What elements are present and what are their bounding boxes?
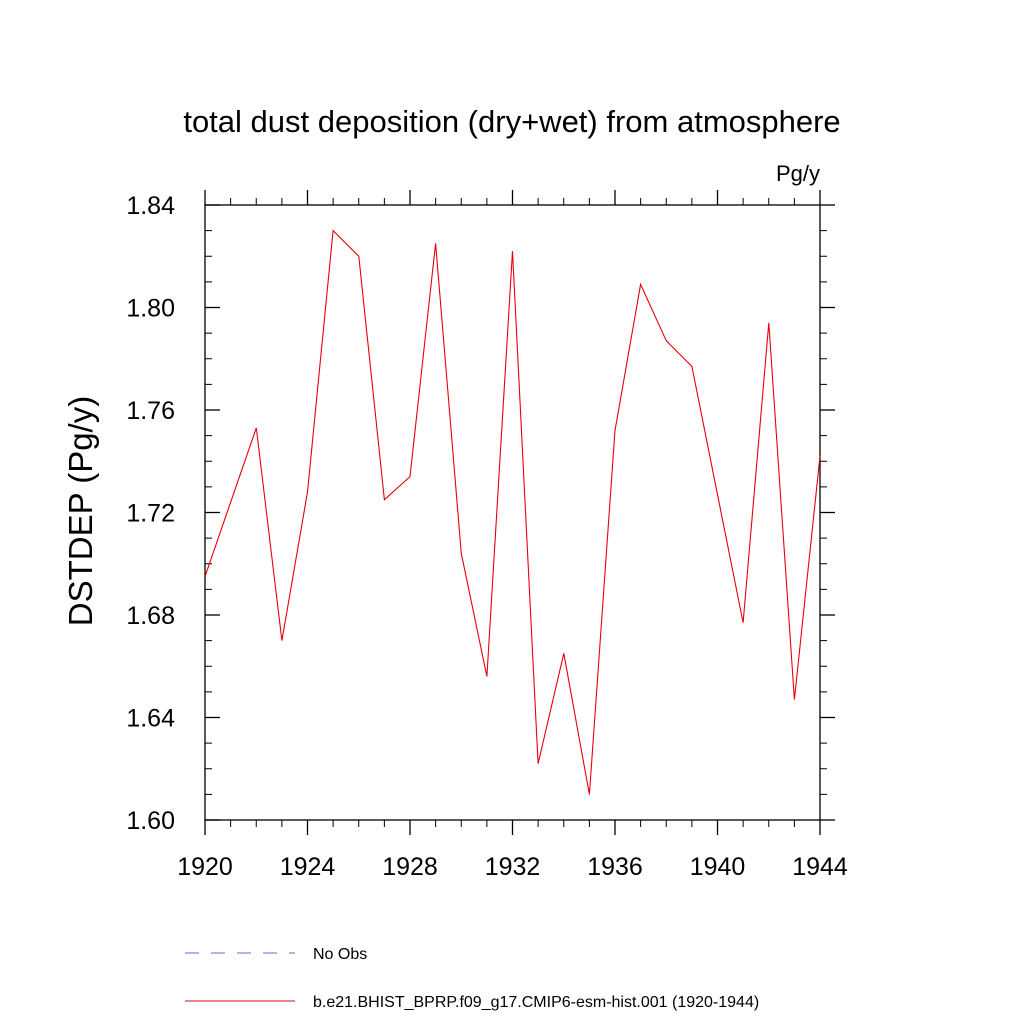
units-label: Pg/y [776,161,820,186]
y-tick-label: 1.84 [126,192,175,220]
y-tick-label: 1.64 [126,705,175,733]
x-tick-label: 1924 [280,853,336,881]
chart-title: total dust deposition (dry+wet) from atm… [183,104,840,139]
x-tick-label: 1936 [587,853,643,881]
legend: No Obs b.e21.BHIST_BPRP.f09_g17.CMIP6-esm… [185,946,759,1011]
axis-tick-labels: 1920 1924 1928 1932 1936 1940 1944 1.60 1.64 1.68… [126,192,848,881]
x-tick-label: 1920 [177,853,233,881]
series-line [204,229,821,795]
x-tick-label: 1940 [690,853,746,881]
y-axis-label: DSTDEP (Pg/y) [62,396,99,626]
y-tick-label: 1.60 [126,807,175,835]
y-tick-label: 1.72 [126,500,175,528]
series-layer [204,229,821,795]
y-tick-label: 1.76 [126,397,175,425]
plot-frame [204,204,821,821]
legend-label: b.e21.BHIST_BPRP.f09_g17.CMIP6-esm-hist.… [313,994,759,1011]
x-tick-label: 1944 [792,853,848,881]
y-tick-label: 1.68 [126,602,175,630]
legend-label: No Obs [313,946,367,963]
axis-ticks [204,190,835,835]
x-tick-label: 1932 [485,853,541,881]
x-tick-label: 1928 [382,853,438,881]
y-tick-label: 1.80 [126,295,175,323]
